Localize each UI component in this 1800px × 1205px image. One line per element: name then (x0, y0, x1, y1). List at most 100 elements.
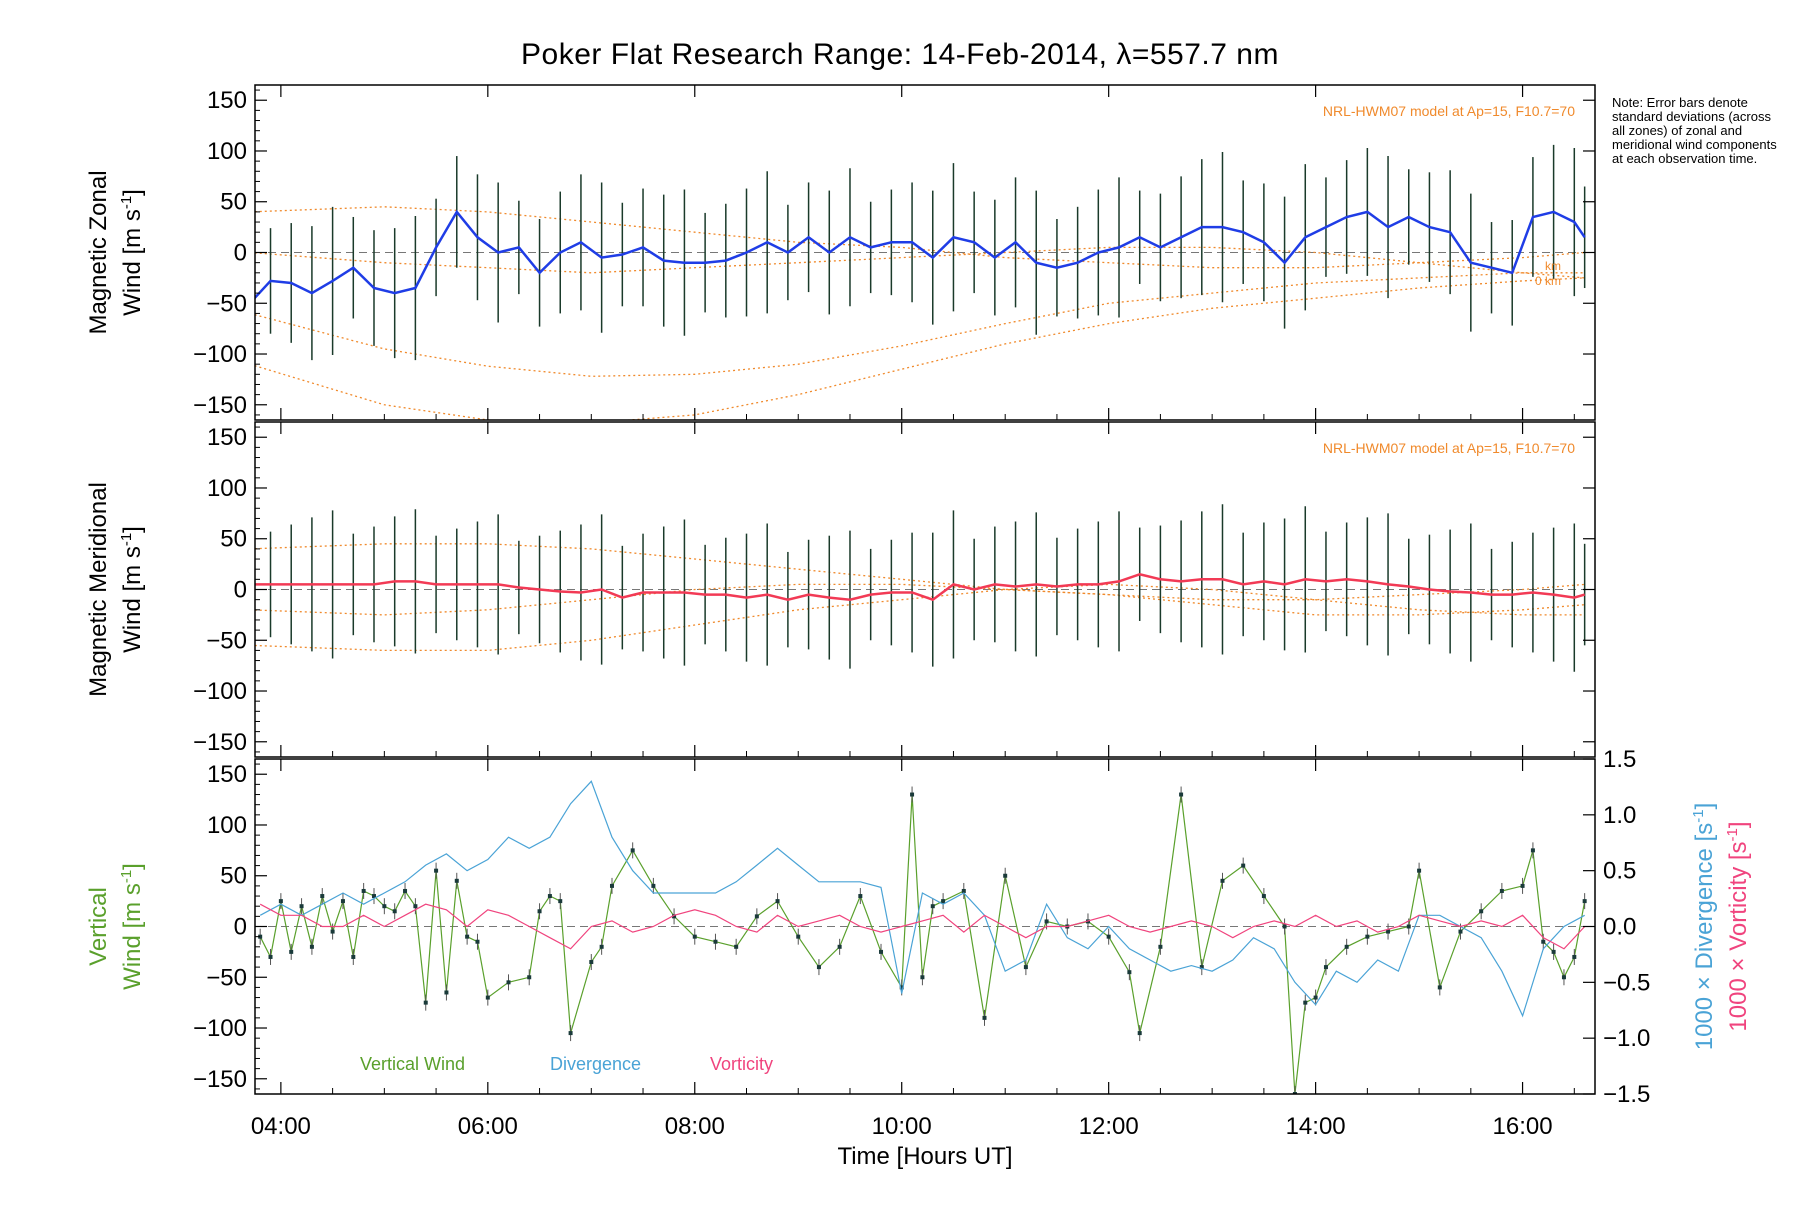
y-tick-label: −150 (193, 1066, 247, 1093)
y-tick-label: −100 (193, 1015, 247, 1042)
data-point (351, 954, 356, 959)
data-point (413, 904, 418, 909)
legend-item: Vertical Wind (360, 1054, 465, 1074)
y-tick-label: −50 (206, 290, 247, 317)
y-tick-label: −150 (193, 392, 247, 419)
data-point (1479, 909, 1484, 914)
data-point (599, 944, 604, 949)
y-tick-label: −50 (206, 627, 247, 654)
data-point (547, 894, 552, 899)
data-point (1530, 848, 1535, 853)
legend-item: Divergence (550, 1054, 641, 1074)
data-point (454, 878, 459, 883)
data-point (910, 792, 915, 797)
data-point (1261, 894, 1266, 899)
data-point (1220, 878, 1225, 883)
data-point (1499, 888, 1504, 893)
model-curve-3 (255, 206, 1585, 269)
data-point (796, 934, 801, 939)
data-point (506, 980, 511, 985)
y-axis-label-line1: Magnetic Meridional (85, 482, 112, 697)
y2-axis-label-divergence: 1000 × Divergence [s-1] (1690, 803, 1718, 1051)
data-point (340, 899, 345, 904)
data-point (816, 965, 821, 970)
chart-title: Poker Flat Research Range: 14-Feb-2014, … (521, 38, 1279, 71)
x-tick-label: 14:00 (1286, 1113, 1346, 1140)
data-point (309, 944, 314, 949)
data-point (837, 944, 842, 949)
data-point (403, 888, 408, 893)
y2-tick-label: −0.5 (1603, 969, 1650, 996)
data-point (672, 914, 677, 919)
x-axis-label: Time [Hours UT] (837, 1143, 1012, 1170)
y-axis-label-line2: Wind [m s-1] (118, 863, 146, 990)
y-tick-label: 100 (207, 812, 247, 839)
data-point (1572, 954, 1577, 959)
data-point (713, 939, 718, 944)
data-point (423, 1000, 428, 1005)
data-point (1437, 985, 1442, 990)
panel-meridional: −150 −100 −50 0 50 100 150 Magnetic Meridional W… (85, 421, 1596, 758)
y-tick-label: 150 (207, 761, 247, 788)
x-tick-label: 16:00 (1493, 1113, 1553, 1140)
data-point (568, 1031, 573, 1036)
data-point (361, 888, 366, 893)
panel-vertical: −150 −100 −50 0 50 100 150 Vertical Wind [m s-1]… (85, 746, 1752, 1170)
x-tick-label: 10:00 (872, 1113, 932, 1140)
data-point (692, 934, 697, 939)
data-point (609, 883, 614, 888)
data-point (1313, 995, 1318, 1000)
y-tick-label: −150 (193, 729, 247, 756)
data-point (1551, 949, 1556, 954)
y-tick-label: 100 (207, 138, 247, 165)
data-point (1023, 965, 1028, 970)
data-point (1344, 944, 1349, 949)
x-tick-label: 04:00 (251, 1113, 311, 1140)
model-curve-0 (255, 246, 1585, 279)
y2-axis-label-vorticity: 1000 × Vorticity [s-1] (1724, 821, 1752, 1031)
data-point (1458, 929, 1463, 934)
data-point (775, 899, 780, 904)
y-axis-label-line2: Wind [m s-1] (118, 526, 146, 653)
data-point (1365, 934, 1370, 939)
data-point (268, 954, 273, 959)
data-point (485, 995, 490, 1000)
data-point (434, 868, 439, 873)
model-label: NRL-HWM07 model at Ap=15, F10.7=70 (1323, 440, 1575, 456)
data-point (920, 975, 925, 980)
data-point (1417, 868, 1422, 873)
y2-tick-label: 0.5 (1603, 858, 1636, 885)
y-axis-label-line2: Wind [m s-1] (118, 189, 146, 316)
data-point (879, 949, 884, 954)
model-curve-1 (255, 272, 1585, 377)
series-line-meridional (255, 572, 1586, 602)
data-point (734, 944, 739, 949)
data-point (1127, 970, 1132, 975)
y2-tick-label: 1.0 (1603, 802, 1636, 829)
y-tick-label: 50 (220, 526, 247, 553)
x-tick-label: 12:00 (1079, 1113, 1139, 1140)
series-line-vertical-wind (259, 794, 1586, 1094)
data-point (1303, 1000, 1308, 1005)
data-point (858, 894, 863, 899)
data-point (465, 934, 470, 939)
data-point (371, 894, 376, 899)
data-point (1199, 965, 1204, 970)
data-point (558, 899, 563, 904)
series-line-divergence (259, 780, 1585, 1018)
data-point (1520, 883, 1525, 888)
data-point (651, 883, 656, 888)
series-line-zonal (255, 209, 1586, 300)
data-point (258, 934, 263, 939)
data-point (475, 939, 480, 944)
data-point (961, 888, 966, 893)
data-point (1044, 919, 1049, 924)
y-axis-label-line1: Vertical (85, 887, 112, 966)
data-point (320, 894, 325, 899)
model-alt-label: 0 km (1535, 274, 1561, 288)
data-point (1323, 965, 1328, 970)
model-curve-2 (255, 277, 1585, 420)
data-point (941, 899, 946, 904)
y-tick-label: 0 (234, 577, 247, 604)
